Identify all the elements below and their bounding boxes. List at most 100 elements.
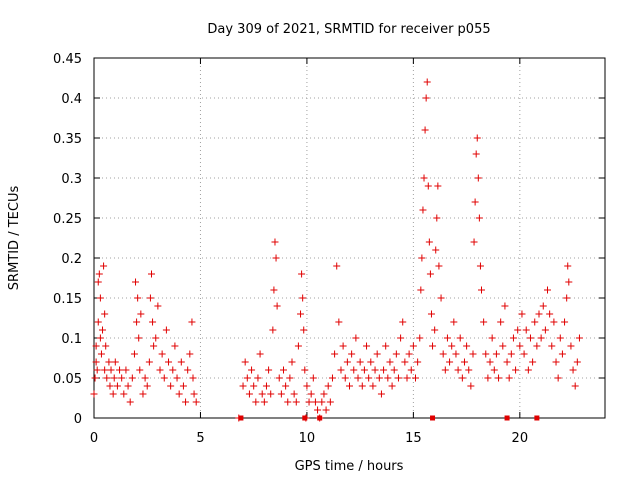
data-point [427, 310, 435, 318]
data-point [269, 326, 277, 334]
data-point [154, 302, 162, 310]
data-point [260, 398, 268, 406]
data-point [373, 350, 381, 358]
data-point [91, 374, 99, 382]
data-point [109, 390, 117, 398]
data-point [152, 334, 160, 342]
y-tick-label: 0.3 [61, 172, 82, 187]
data-point [552, 358, 560, 366]
data-point [141, 374, 149, 382]
data-point [561, 318, 569, 326]
data-point [518, 310, 526, 318]
data-points [90, 78, 583, 422]
data-point [465, 366, 473, 374]
data-point [120, 390, 128, 398]
data-point [471, 198, 479, 206]
data-point [267, 390, 275, 398]
data-point [573, 358, 581, 366]
data-point [110, 374, 118, 382]
data-point [564, 262, 572, 270]
data-point [146, 294, 154, 302]
data-point [130, 350, 138, 358]
data-point [458, 374, 466, 382]
data-point [377, 390, 385, 398]
data-point [150, 342, 158, 350]
data-point [139, 390, 147, 398]
data-point [478, 286, 486, 294]
data-point [158, 350, 166, 358]
data-point [101, 366, 109, 374]
data-point [258, 390, 266, 398]
data-point [314, 406, 322, 414]
data-point [505, 374, 513, 382]
data-point [282, 382, 290, 390]
data-point [171, 342, 179, 350]
data-point [145, 358, 153, 366]
data-point [565, 278, 573, 286]
data-point [384, 374, 392, 382]
data-point [292, 398, 300, 406]
data-point [103, 374, 111, 382]
data-point [371, 366, 379, 374]
data-point [95, 270, 103, 278]
data-point [265, 366, 273, 374]
data-point [169, 366, 177, 374]
data-point [165, 358, 173, 366]
data-point [405, 350, 413, 358]
data-point [290, 390, 298, 398]
grid [94, 58, 605, 418]
data-point [548, 342, 556, 350]
data-point [190, 390, 198, 398]
data-point [486, 358, 494, 366]
data-point [394, 374, 402, 382]
data-point [380, 366, 388, 374]
data-point [279, 366, 287, 374]
data-point [492, 350, 500, 358]
data-point [446, 358, 454, 366]
data-point [339, 342, 347, 350]
data-point [469, 350, 477, 358]
data-point [390, 366, 398, 374]
data-point [179, 382, 187, 390]
data-point [309, 374, 317, 382]
data-point [301, 366, 309, 374]
data-point [177, 358, 185, 366]
data-point [418, 254, 426, 262]
data-point [388, 382, 396, 390]
data-point [426, 270, 434, 278]
data-point [250, 382, 258, 390]
y-tick-label: 0 [74, 412, 82, 427]
data-point [111, 358, 119, 366]
data-point [546, 310, 554, 318]
data-point [96, 294, 104, 302]
data-point [463, 342, 471, 350]
data-point [429, 342, 437, 350]
data-point [248, 366, 256, 374]
y-axis-label: SRMTID / TECUs [7, 186, 22, 291]
data-point [116, 366, 124, 374]
data-point [149, 318, 157, 326]
data-point [192, 398, 200, 406]
data-point [435, 262, 443, 270]
data-point [512, 366, 520, 374]
data-point [252, 398, 260, 406]
data-point [352, 334, 360, 342]
data-point [422, 94, 430, 102]
x-tick-label: 15 [405, 431, 422, 446]
data-point [128, 374, 136, 382]
data-point [363, 342, 371, 350]
data-point [403, 374, 411, 382]
data-point [475, 214, 483, 222]
data-point [509, 334, 517, 342]
plot-area-border [93, 57, 606, 419]
data-point [335, 318, 343, 326]
data-point [341, 374, 349, 382]
data-point [175, 390, 183, 398]
data-point [452, 350, 460, 358]
data-point [433, 214, 441, 222]
data-point [382, 342, 390, 350]
data-point [419, 206, 427, 214]
data-point [480, 318, 488, 326]
data-point [188, 318, 196, 326]
data-point [97, 350, 105, 358]
